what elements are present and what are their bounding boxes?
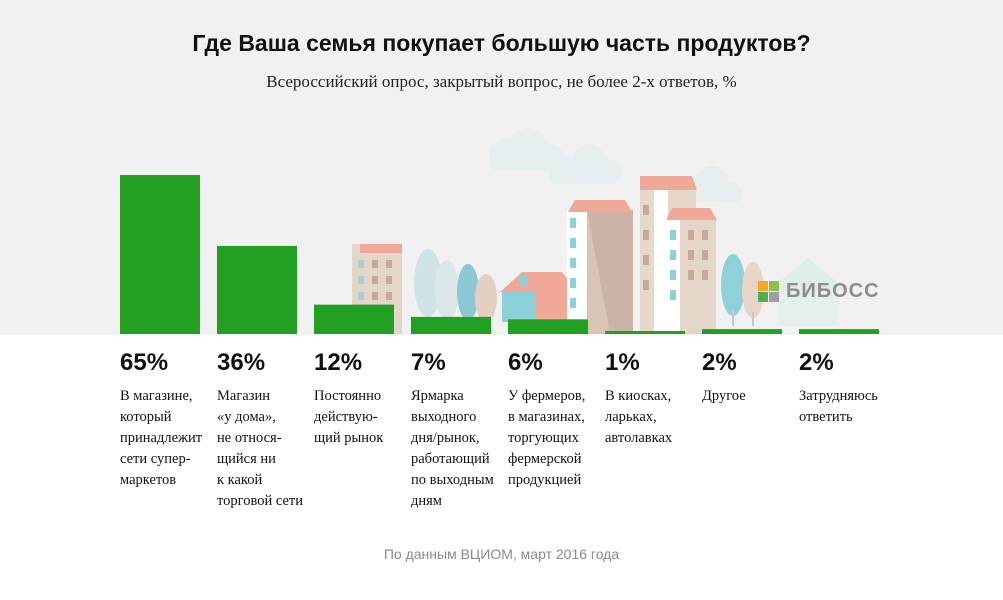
house bbox=[500, 272, 578, 322]
trees bbox=[414, 249, 764, 326]
category-label-1: В магазине, который принадлежит сети суп… bbox=[120, 388, 203, 488]
value-label-6: 1% bbox=[605, 349, 640, 376]
category-label-3: Постоянно действую- щий рынок bbox=[314, 388, 384, 446]
bar-5 bbox=[508, 319, 588, 334]
clouds bbox=[489, 128, 741, 203]
building-tall-right bbox=[666, 208, 717, 334]
bar-4 bbox=[411, 316, 491, 334]
category-label-2: Магазин «у дома», не относя- щийся ни к … bbox=[217, 388, 304, 509]
category-label-8: Затрудняюсь ответить bbox=[799, 388, 878, 425]
value-label-3: 12% bbox=[314, 349, 363, 376]
logo-text: БИБОСС bbox=[786, 280, 880, 302]
logo-icon bbox=[758, 280, 779, 302]
building-tall-left bbox=[567, 200, 633, 334]
bars bbox=[120, 175, 879, 334]
category-label-4: Ярмарка выходного дня/рынок, работающий … bbox=[411, 388, 494, 509]
category-label-5: У фермеров, в магазинах, торгующих ферме… bbox=[508, 388, 586, 488]
value-label-1: 65% bbox=[120, 349, 169, 376]
bar-2 bbox=[217, 245, 297, 334]
bar-1 bbox=[120, 175, 200, 334]
chart-title: Где Ваша семья покупает большую часть пр… bbox=[192, 30, 811, 56]
value-label-8: 2% bbox=[799, 349, 834, 376]
bar-3 bbox=[314, 304, 394, 334]
bar-7 bbox=[702, 329, 782, 334]
source-note: По данным ВЦИОМ, март 2016 года bbox=[383, 546, 620, 562]
category-label-6: В киосках, ларьках, автолавках bbox=[605, 388, 673, 446]
city-illustration bbox=[120, 128, 879, 334]
value-label-7: 2% bbox=[702, 349, 737, 376]
bar-8 bbox=[799, 329, 879, 334]
house-right bbox=[770, 258, 846, 326]
value-label-4: 7% bbox=[411, 349, 446, 376]
chart-subtitle: Всероссийский опрос, закрытый вопрос, не… bbox=[266, 72, 737, 91]
bar-6 bbox=[605, 331, 685, 334]
value-label-5: 6% bbox=[508, 349, 543, 376]
logo: БИБОСС bbox=[758, 280, 880, 303]
category-label-7: Другое bbox=[702, 388, 746, 404]
value-label-2: 36% bbox=[217, 349, 266, 376]
